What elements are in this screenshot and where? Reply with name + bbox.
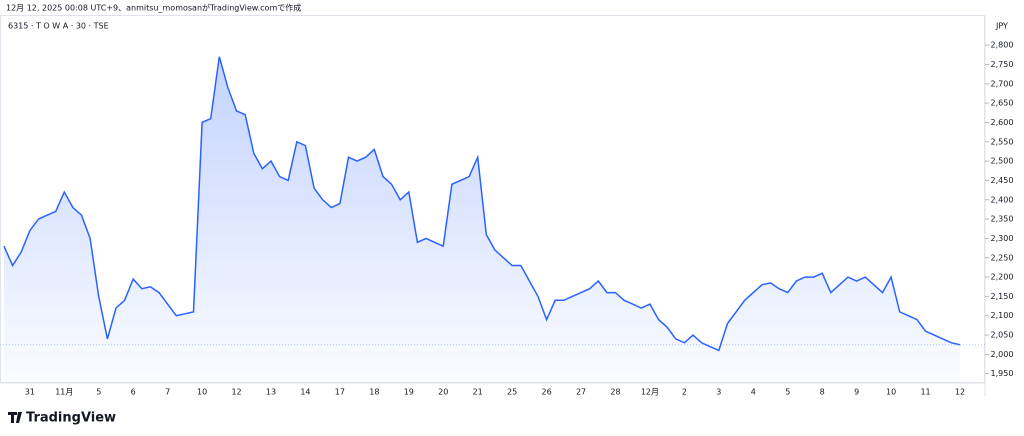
y-tick-label: 2,350 (991, 215, 1014, 224)
caption: 12月 12, 2025 00:08 UTC+9、anmitsu_momosan… (6, 3, 301, 13)
x-tick-label: 17 (335, 388, 345, 397)
y-tick-label: 2,300 (991, 234, 1014, 243)
x-tick-label: 8 (820, 388, 825, 397)
area-fill (4, 56, 960, 383)
x-tick-label: 13 (266, 388, 276, 397)
x-tick-label: 2 (682, 388, 687, 397)
y-tick-label: 2,600 (991, 118, 1014, 127)
x-tick-label: 27 (576, 388, 586, 397)
y-tick-label: 2,500 (991, 157, 1014, 166)
y-tick-label: 2,050 (991, 331, 1014, 340)
x-tick-label: 19 (404, 388, 414, 397)
y-tick-label: 2,000 (991, 350, 1014, 359)
chart-title: 6315 · T O W A · 30 · TSE (8, 22, 109, 31)
y-tick-label: 2,800 (991, 41, 1014, 50)
x-tick-label: 10 (197, 388, 207, 397)
logo: TradingView (8, 411, 116, 426)
x-tick-label: 5 (96, 388, 101, 397)
x-tick-label: 14 (300, 388, 310, 397)
y-tick-label: 2,700 (991, 79, 1014, 88)
y-tick-label: 2,150 (991, 292, 1014, 301)
y-tick-label: 2,750 (991, 60, 1014, 69)
y-tick-label: 2,100 (991, 311, 1014, 320)
x-tick-label: 26 (542, 388, 552, 397)
x-tick-label: 7 (165, 388, 170, 397)
x-tick-label: 6 (131, 388, 136, 397)
x-tick-label: 31 (25, 388, 35, 397)
x-tick-label: 5 (785, 388, 790, 397)
x-tick-label: 25 (507, 388, 517, 397)
x-tick-label: 3 (716, 388, 721, 397)
x-tick-label: 12 (955, 388, 965, 397)
brand: TradingView (26, 411, 116, 426)
x-tick-label: 20 (438, 388, 448, 397)
y-tick-label: 1,950 (991, 369, 1014, 378)
x-tick-label: 4 (751, 388, 756, 397)
logo-mark (8, 412, 22, 423)
y-tick-label: 2,250 (991, 253, 1014, 262)
x-tick-label: 21 (473, 388, 483, 397)
x-tick-label: 12月 (641, 388, 659, 397)
currency: JPY (995, 22, 1008, 31)
y-tick-label: 2,400 (991, 195, 1014, 204)
x-tick-label: 11月 (55, 388, 73, 397)
x-tick-label: 28 (610, 388, 620, 397)
y-tick-label: 2,450 (991, 176, 1014, 185)
y-tick-label: 2,200 (991, 273, 1014, 282)
y-tick-label: 2,650 (991, 99, 1014, 108)
x-tick-label: 11 (920, 388, 930, 397)
x-tick-label: 12 (231, 388, 241, 397)
x-tick-label: 10 (886, 388, 896, 397)
price-line (3, 56, 961, 352)
y-tick-label: 2,550 (991, 137, 1014, 146)
x-tick-label: 9 (854, 388, 859, 397)
x-tick-label: 18 (369, 388, 379, 397)
